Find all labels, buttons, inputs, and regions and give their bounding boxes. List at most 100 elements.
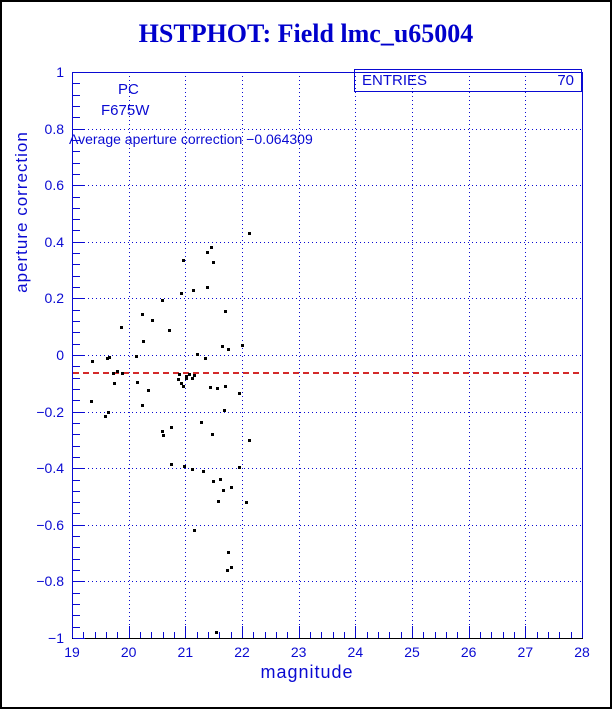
x-tick-label: 21: [177, 644, 194, 660]
y-minor-tick: [73, 321, 80, 323]
y-minor-tick: [73, 626, 80, 628]
y-minor-tick: [73, 94, 80, 96]
y-minor-tick: [73, 275, 80, 277]
y-minor-tick: [73, 207, 80, 209]
scatter-point: [248, 439, 252, 443]
x-minor-tick: [321, 632, 323, 638]
scatter-point: [141, 404, 145, 408]
scatter-point: [191, 468, 195, 472]
scatter-point: [209, 246, 213, 250]
y-tick-label: 0: [56, 347, 64, 363]
scatter-point: [162, 433, 166, 437]
x-minor-tick: [378, 632, 379, 638]
scatter-point: [167, 328, 171, 332]
y-minor-tick: [73, 162, 80, 164]
x-tick-label: 26: [460, 644, 477, 660]
y-axis-line: [72, 72, 73, 639]
x-major-tick: [412, 626, 413, 638]
x-major-tick: [185, 626, 187, 638]
y-tick-label: 1: [56, 64, 64, 80]
scatter-point: [107, 411, 111, 415]
x-minor-tick: [344, 632, 345, 638]
y-minor-tick: [73, 287, 80, 289]
y-minor-tick: [73, 219, 80, 221]
x-major-tick: [242, 626, 243, 638]
x-minor-tick: [332, 632, 334, 638]
x-minor-tick: [264, 632, 266, 638]
scatter-point: [179, 291, 183, 295]
x-minor-tick: [310, 632, 311, 638]
y-minor-tick: [73, 309, 80, 311]
y-minor-tick: [73, 456, 80, 458]
scatter-point: [218, 477, 222, 481]
scatter-point: [214, 631, 218, 635]
x-tick-label: 20: [120, 644, 137, 660]
scatter-point: [238, 392, 242, 396]
scatter-point: [226, 550, 230, 554]
y-major-tick: [73, 411, 85, 413]
scatter-point: [135, 355, 139, 359]
scatter-point: [209, 385, 213, 389]
y-minor-tick: [73, 151, 80, 153]
grid-line-horizontal: [72, 355, 582, 356]
grid-line-horizontal: [72, 241, 582, 243]
x-major-tick: [468, 626, 470, 638]
scatter-point: [205, 286, 209, 290]
y-minor-tick: [73, 332, 80, 334]
scatter-point: [225, 568, 229, 572]
x-minor-tick: [400, 632, 402, 638]
y-minor-tick: [73, 547, 80, 549]
x-minor-tick: [196, 632, 198, 638]
scatter-point: [204, 356, 208, 360]
x-minor-tick: [491, 632, 493, 638]
y-tick-label: −1: [48, 630, 64, 646]
y-minor-tick: [73, 502, 80, 504]
x-minor-tick: [151, 632, 153, 638]
grid-line-horizontal: [72, 524, 582, 526]
scatter-point: [229, 486, 233, 490]
y-minor-tick: [73, 434, 80, 436]
x-major-tick: [582, 626, 583, 638]
scatter-point: [224, 384, 227, 388]
y-minor-tick: [73, 422, 80, 424]
x-minor-tick: [94, 632, 96, 638]
x-minor-tick: [253, 632, 255, 638]
scatter-point: [212, 479, 216, 483]
x-minor-tick: [219, 632, 221, 638]
x-major-tick: [355, 626, 357, 638]
scatter-point: [160, 298, 164, 302]
x-tick-label: 19: [64, 644, 80, 660]
scatter-point: [184, 375, 188, 379]
scatter-point: [241, 344, 244, 348]
x-minor-tick: [502, 632, 504, 638]
scatter-point: [201, 469, 205, 473]
x-tick-label: 22: [234, 644, 250, 660]
y-minor-tick: [73, 445, 80, 447]
grid-line-horizontal: [72, 411, 582, 413]
x-tick-label: 27: [517, 644, 534, 660]
y-minor-tick: [73, 139, 80, 141]
scatter-point: [112, 382, 116, 386]
x-minor-tick: [230, 632, 232, 638]
x-minor-tick: [457, 632, 459, 638]
y-minor-tick: [73, 400, 80, 402]
scatter-point: [200, 421, 204, 425]
scatter-point: [182, 259, 186, 263]
scatter-point: [193, 374, 197, 378]
scatter-point: [150, 318, 154, 322]
scatter-point: [179, 382, 183, 386]
scatter-point: [161, 429, 165, 433]
grid-line-horizontal: [72, 581, 582, 583]
y-major-tick: [73, 128, 85, 130]
scatter-point: [192, 528, 196, 532]
scatter-point: [238, 465, 242, 469]
y-major-tick: [73, 298, 85, 300]
y-minor-tick: [73, 558, 80, 560]
x-minor-tick: [366, 632, 368, 638]
x-minor-tick: [514, 632, 515, 638]
scatter-point: [141, 312, 145, 316]
average-reference-line: [73, 372, 582, 375]
x-minor-tick: [570, 632, 572, 638]
